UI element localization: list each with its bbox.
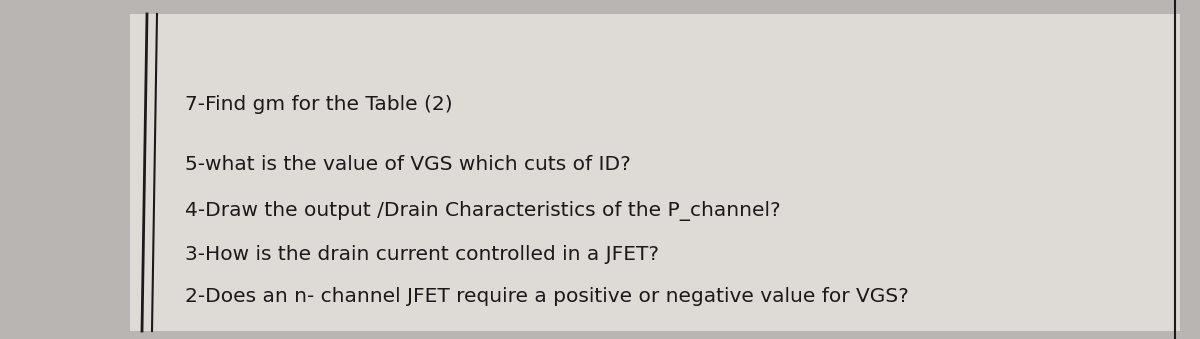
Bar [130, 14, 1180, 331]
Text: 2-Does an n- channel JFET require a positive or negative value for VGS?: 2-Does an n- channel JFET require a posi… [185, 287, 908, 306]
Text: 7-Find gm for the Table (2): 7-Find gm for the Table (2) [185, 95, 452, 114]
Text: 3-How is the drain current controlled in a JFET?: 3-How is the drain current controlled in… [185, 244, 659, 263]
Text: 5-what is the value of VGS which cuts of ID?: 5-what is the value of VGS which cuts of… [185, 155, 631, 174]
Text: 4-Draw the output /Drain Characteristics of the P_channel?: 4-Draw the output /Drain Characteristics… [185, 201, 781, 221]
